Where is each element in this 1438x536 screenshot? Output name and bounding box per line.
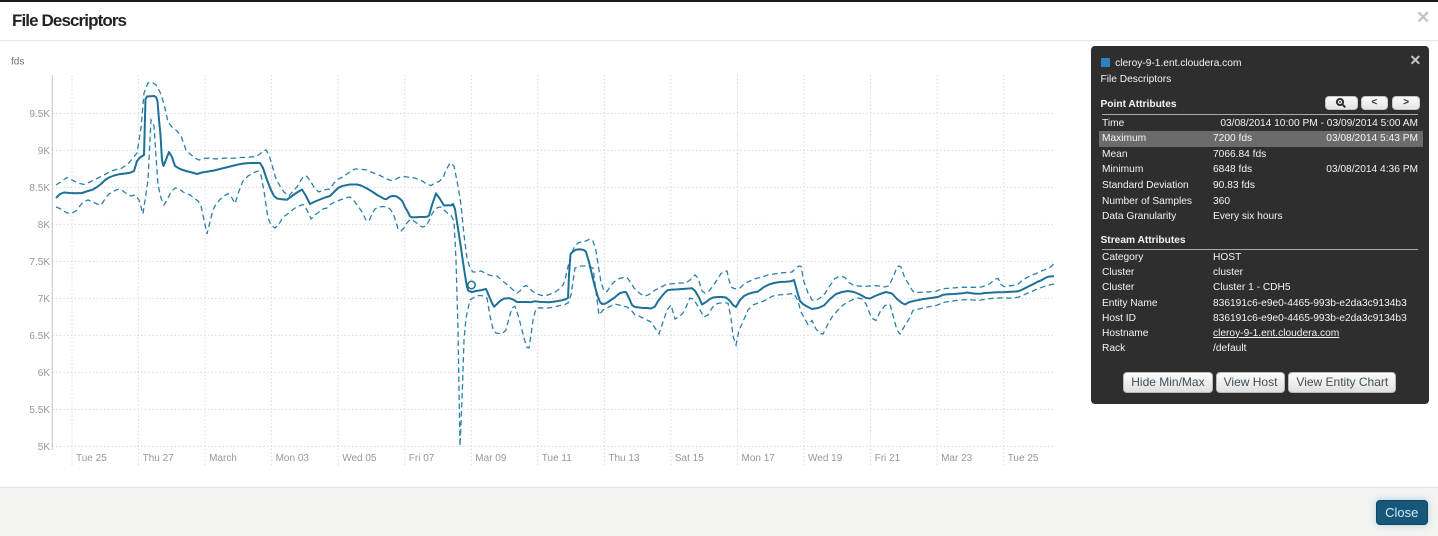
svg-text:7K: 7K [38, 294, 51, 305]
svg-text:March: March [209, 453, 237, 464]
svg-text:9K: 9K [38, 146, 51, 157]
svg-text:8K: 8K [38, 220, 51, 231]
svg-text:fds: fds [11, 57, 24, 68]
svg-text:Mon 17: Mon 17 [742, 453, 776, 464]
svg-text:Sat 15: Sat 15 [675, 453, 704, 464]
svg-text:Fri 07: Fri 07 [409, 453, 435, 464]
svg-text:Tue 25: Tue 25 [76, 453, 107, 464]
svg-text:6.5K: 6.5K [29, 331, 50, 342]
svg-text:7.5K: 7.5K [29, 257, 50, 268]
svg-text:5K: 5K [38, 442, 51, 453]
svg-text:8.5K: 8.5K [29, 183, 50, 194]
svg-text:Fri 21: Fri 21 [875, 453, 901, 464]
svg-text:Mar 23: Mar 23 [941, 453, 973, 464]
svg-text:Thu 27: Thu 27 [143, 453, 175, 464]
svg-text:Tue 11: Tue 11 [542, 453, 572, 464]
svg-text:Mon 03: Mon 03 [276, 453, 310, 464]
svg-text:6K: 6K [38, 368, 51, 379]
svg-text:Wed 19: Wed 19 [808, 453, 843, 464]
svg-text:Tue 25: Tue 25 [1008, 453, 1039, 464]
svg-text:9.5K: 9.5K [29, 109, 50, 120]
svg-text:Wed 05: Wed 05 [342, 453, 377, 464]
svg-text:5.5K: 5.5K [29, 405, 50, 416]
svg-text:Mar 09: Mar 09 [475, 453, 507, 464]
svg-text:Thu 13: Thu 13 [608, 453, 640, 464]
